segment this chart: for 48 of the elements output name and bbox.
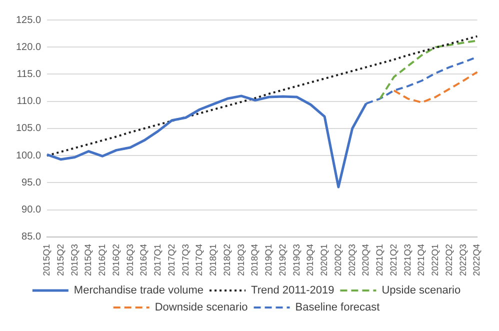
x-tick-label: 2020Q3 — [346, 244, 357, 276]
y-tick-label: 115.0 — [16, 68, 42, 80]
x-tick-label: 2020Q2 — [332, 244, 343, 276]
x-tick-label: 2015Q4 — [83, 244, 94, 276]
legend-label: Upside scenario — [382, 284, 461, 297]
line-series — [46, 35, 478, 157]
x-tick-label: 2022Q1 — [430, 244, 440, 276]
x-tick-label: 2021Q4 — [416, 244, 426, 276]
x-tick-label: 2016Q1 — [97, 244, 108, 276]
x-tick-label: 2019Q3 — [291, 244, 302, 276]
x-tick-label: 2016Q3 — [124, 244, 135, 276]
x-tick-label: 2019Q4 — [305, 244, 316, 276]
y-tick-label: 105.0 — [16, 123, 42, 134]
y-tick-label: 90.0 — [22, 204, 42, 216]
x-tick-label: 2018Q2 — [222, 244, 232, 276]
y-tick-label: 120.0 — [16, 42, 42, 53]
y-tick-label: 125.0 — [16, 14, 42, 26]
x-tick-label: 2015Q1 — [42, 244, 52, 276]
x-tick-label: 2022Q3 — [458, 244, 468, 276]
x-tick-label: 2020Q4 — [360, 244, 371, 276]
x-tick-label: 2015Q3 — [69, 244, 80, 276]
x-tick-label: 2017Q2 — [166, 244, 176, 276]
x-tick-label: 2021Q1 — [374, 244, 385, 276]
legend-label: Merchandise trade volume — [74, 284, 204, 297]
x-tick-label: 2018Q4 — [250, 244, 260, 276]
x-tick-label: 2016Q4 — [138, 244, 149, 276]
x-tick-label: 2018Q1 — [208, 244, 218, 276]
y-tick-label: 95.0 — [22, 177, 42, 188]
x-tick-label: 2019Q1 — [264, 244, 274, 276]
x-tick-label: 2021Q2 — [388, 244, 398, 276]
x-tick-label: 2017Q3 — [180, 244, 190, 276]
x-tick-label: 2022Q4 — [472, 244, 482, 276]
y-tick-label: 85.0 — [22, 232, 42, 243]
x-tick-label: 2017Q1 — [152, 244, 163, 276]
line-series — [392, 71, 478, 104]
x-tick-label: 2016Q2 — [110, 244, 121, 276]
x-tick-label: 2018Q3 — [236, 244, 246, 276]
x-tick-label: 2022Q2 — [444, 244, 454, 276]
x-tick-label: 2019Q2 — [277, 244, 288, 276]
x-tick-label: 2015Q2 — [55, 244, 66, 276]
legend-label: Baseline forecast — [295, 302, 380, 314]
y-tick-label: 100.0 — [16, 150, 42, 162]
legend-label: Trend 2011-2019 — [251, 284, 334, 297]
x-tick-label: 2020Q1 — [319, 244, 330, 276]
y-tick-label: 110.0 — [16, 96, 42, 108]
legend-label: Downside scenario — [154, 302, 248, 314]
x-tick-label: 2017Q4 — [194, 244, 204, 276]
x-tick-label: 2021Q3 — [402, 244, 412, 276]
